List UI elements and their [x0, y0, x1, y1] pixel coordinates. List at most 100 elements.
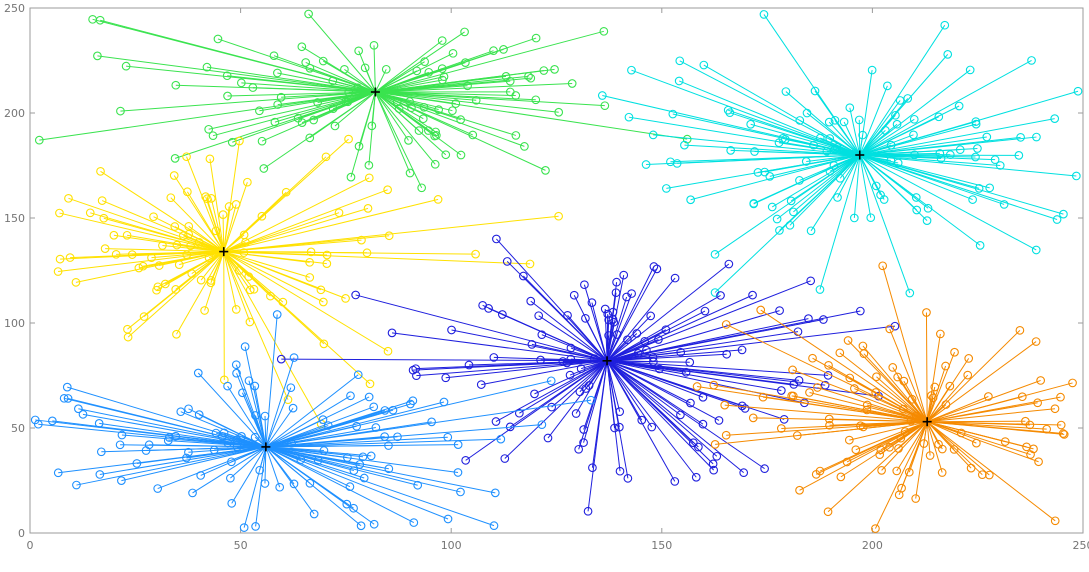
data-point — [1026, 450, 1035, 459]
data-point — [358, 452, 368, 462]
data-point — [1025, 420, 1035, 430]
data-point — [881, 126, 890, 135]
data-point — [259, 164, 269, 173]
data-point — [911, 193, 921, 202]
data-point — [176, 407, 186, 417]
data-point — [749, 198, 759, 208]
data-point — [519, 271, 528, 281]
data-point — [984, 470, 994, 480]
cluster-line — [926, 421, 931, 456]
data-point — [709, 465, 719, 475]
cyan-cluster-group — [597, 10, 1083, 298]
data-point — [381, 64, 391, 74]
cluster-line — [244, 346, 267, 448]
cluster-line — [849, 421, 928, 441]
data-point — [53, 267, 63, 276]
cluster-line — [584, 318, 608, 362]
cluster-line — [265, 357, 295, 448]
data-point — [318, 415, 328, 424]
data-point — [956, 428, 966, 438]
data-point — [922, 308, 931, 317]
cluster-line — [375, 30, 604, 93]
data-point — [496, 434, 506, 444]
cluster-line — [261, 91, 376, 142]
data-point — [584, 381, 594, 390]
cluster-line — [606, 360, 653, 428]
data-point — [72, 480, 81, 490]
data-point — [973, 144, 982, 153]
data-point — [250, 432, 260, 442]
data-point — [248, 83, 258, 92]
data-point — [123, 332, 133, 342]
cluster-line — [368, 91, 376, 166]
cluster-line — [223, 207, 369, 253]
cluster-line — [120, 444, 266, 448]
data-point — [367, 121, 377, 131]
data-point — [272, 310, 282, 319]
data-point — [305, 478, 315, 488]
cluster-line — [99, 446, 266, 475]
data-point — [424, 67, 434, 77]
data-point — [802, 108, 812, 118]
data-point — [78, 409, 88, 419]
data-point — [305, 133, 315, 143]
data-point — [805, 388, 814, 397]
cluster-line — [606, 360, 620, 428]
data-point — [275, 482, 285, 492]
cluster-line — [502, 314, 608, 362]
data-point — [849, 213, 859, 223]
cluster-line — [375, 91, 559, 113]
data-point — [351, 290, 360, 300]
data-point — [283, 395, 293, 404]
cluster-line — [812, 357, 928, 423]
cluster-line — [854, 388, 928, 423]
cluster-line — [859, 118, 915, 156]
data-point — [912, 205, 922, 215]
data-point — [352, 421, 361, 431]
cluster-line — [781, 421, 928, 429]
cluster-line — [859, 154, 872, 218]
data-point — [434, 105, 444, 114]
data-point — [534, 311, 544, 321]
data-point — [862, 400, 872, 410]
data-point — [855, 306, 865, 316]
data-point — [600, 304, 610, 314]
y-tick-label: 0 — [18, 527, 25, 540]
data-point — [111, 249, 121, 259]
data-point — [974, 184, 984, 193]
cluster-line — [606, 360, 765, 470]
data-point — [354, 141, 364, 151]
data-point — [234, 266, 244, 275]
cluster-line — [927, 421, 1065, 435]
data-point — [623, 335, 632, 345]
data-point — [304, 9, 313, 19]
data-point — [758, 392, 768, 402]
cluster-line — [101, 200, 224, 253]
data-point — [349, 466, 359, 475]
data-point — [334, 208, 344, 218]
data-point — [63, 394, 73, 403]
data-point — [1071, 171, 1081, 181]
cluster-line — [889, 328, 928, 422]
data-point — [514, 408, 524, 418]
cluster-line — [305, 61, 376, 93]
data-point — [930, 382, 940, 392]
cluster-line — [763, 14, 861, 156]
cluster-line — [375, 91, 546, 171]
data-point — [356, 521, 366, 531]
cluster-line — [375, 91, 525, 147]
data-point — [64, 193, 73, 203]
data-point — [478, 300, 487, 310]
data-point — [357, 235, 366, 245]
cluster-line — [210, 198, 225, 252]
data-point — [984, 392, 993, 401]
cluster-line — [265, 407, 294, 448]
data-point — [877, 466, 886, 475]
data-point — [624, 112, 634, 122]
data-point — [427, 417, 436, 427]
data-point — [999, 200, 1009, 209]
cluster-line — [926, 421, 977, 444]
cluster-line — [859, 130, 886, 156]
data-point — [546, 376, 556, 386]
cluster-line — [58, 251, 224, 273]
